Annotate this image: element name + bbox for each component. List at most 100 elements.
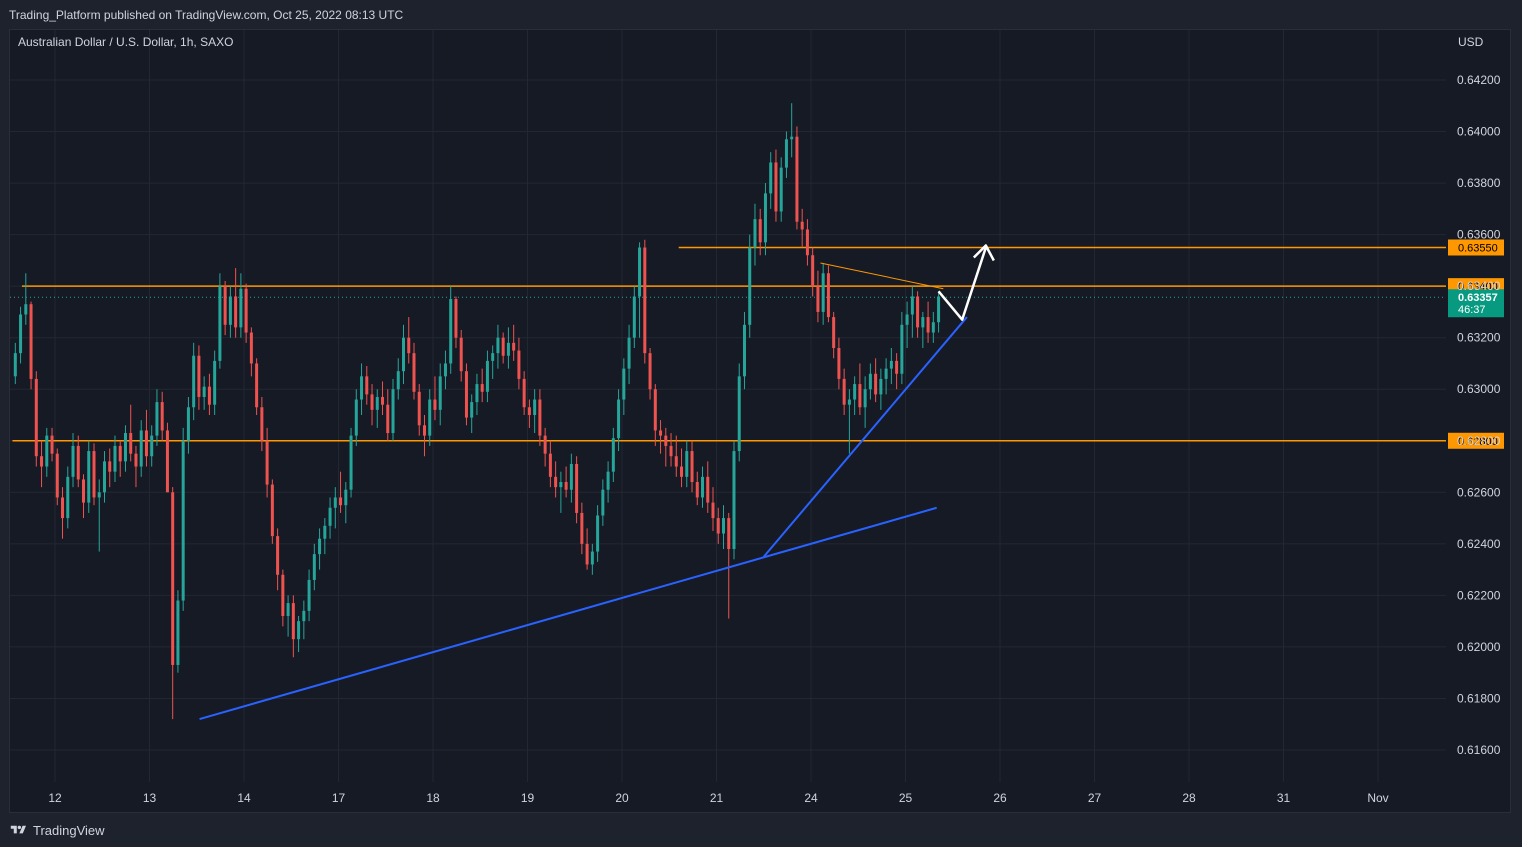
level-price-label: 0.63550 (1458, 243, 1498, 255)
candle-body (297, 621, 301, 640)
candle-body (150, 435, 154, 457)
candle-body (139, 430, 143, 467)
candle-body (438, 376, 442, 410)
candle-body (375, 396, 379, 410)
candle-body (87, 451, 91, 503)
candle-body (711, 502, 715, 519)
candle-body (517, 350, 521, 379)
candle-body (318, 538, 322, 555)
candle-body (763, 193, 767, 243)
candle-body (648, 353, 652, 390)
candle-body (360, 376, 364, 400)
candle-body (339, 497, 343, 506)
candle-body (244, 288, 248, 333)
candle-body (291, 603, 295, 640)
candle-body (381, 396, 385, 405)
candle-body (417, 391, 421, 426)
level-price-tag (1448, 239, 1504, 256)
candle-body (312, 554, 316, 580)
candle-body (784, 139, 788, 168)
candle-body (113, 445, 117, 472)
candle-body (758, 219, 762, 243)
candle-body (192, 355, 196, 408)
footer: TradingView (0, 813, 1522, 847)
candle-body (559, 482, 563, 488)
candle-body (837, 348, 841, 379)
candle-body (50, 435, 54, 454)
y-tick-label: 0.64000 (1457, 125, 1501, 139)
axes: 0.64200 0.64000 0.63800 0.63600 0.63400 0.632… (48, 73, 1500, 805)
candle-body (92, 451, 96, 498)
candle-body (34, 378, 38, 457)
candle-body (842, 378, 846, 405)
projection-arrow (937, 247, 988, 321)
candle-body (538, 399, 542, 436)
candle-body (391, 389, 395, 434)
candle-body (249, 332, 253, 364)
candle-body (134, 453, 138, 467)
x-tick-label: 28 (1182, 791, 1196, 805)
candle-body (228, 296, 232, 325)
candle-body (307, 579, 311, 611)
candle-body (213, 360, 217, 405)
candle-body (186, 407, 190, 441)
trendlines (199, 244, 995, 721)
candle-body (82, 479, 86, 503)
candle-body (695, 482, 699, 498)
candle-body (790, 136, 794, 140)
y-tick-label: 0.63000 (1457, 382, 1501, 396)
candle-body (685, 451, 689, 477)
candle-body (868, 373, 872, 390)
candle-body (422, 425, 426, 436)
y-tick-label: 0.61800 (1457, 691, 1501, 705)
candle-body (443, 363, 447, 377)
x-tick-label: 21 (710, 791, 724, 805)
candle-body (480, 384, 484, 392)
candle-body (674, 456, 678, 467)
candle-body (464, 371, 468, 418)
x-tick-label: 31 (1277, 791, 1291, 805)
candle-body (884, 368, 888, 379)
candle-body (396, 371, 400, 390)
x-tick-label: 17 (332, 791, 346, 805)
candle-body (365, 376, 369, 395)
countdown-label: 46:37 (1458, 304, 1486, 316)
candle-body (601, 489, 605, 516)
candle-body (774, 162, 778, 212)
candle-body (721, 518, 725, 534)
candle-body (753, 219, 757, 248)
candle-body (800, 221, 804, 230)
candle-body (165, 430, 169, 493)
candle-body (732, 451, 736, 549)
level-price-tag (1448, 432, 1504, 449)
candle-body (71, 445, 75, 477)
candle-body (527, 407, 531, 415)
candle-body (386, 404, 390, 434)
candle-body (853, 384, 857, 400)
candle-body (354, 399, 358, 436)
candle-body (102, 461, 106, 493)
candle-body (370, 394, 374, 410)
candle-body (181, 440, 185, 601)
candle-body (847, 399, 851, 405)
candle-body (596, 515, 600, 552)
candle-body (716, 518, 720, 534)
candle-body (97, 492, 101, 498)
candle-body (281, 574, 285, 616)
x-tick-label: 20 (615, 791, 629, 805)
x-tick-label: 18 (426, 791, 440, 805)
chart-panel[interactable]: 0.63550 0.63400 0.62800 0.63357 46:37 0.6420… (9, 29, 1511, 813)
candle-body (506, 342, 510, 356)
candle-body (55, 453, 59, 498)
candle-body (207, 386, 211, 405)
candle-body (255, 363, 259, 408)
candle-body (632, 296, 636, 338)
candle-body (575, 463, 579, 513)
candle-body (412, 353, 416, 392)
candle-body (66, 476, 70, 519)
candle-body (811, 255, 815, 287)
candle-body (680, 466, 684, 477)
x-tick-label: 25 (899, 791, 913, 805)
